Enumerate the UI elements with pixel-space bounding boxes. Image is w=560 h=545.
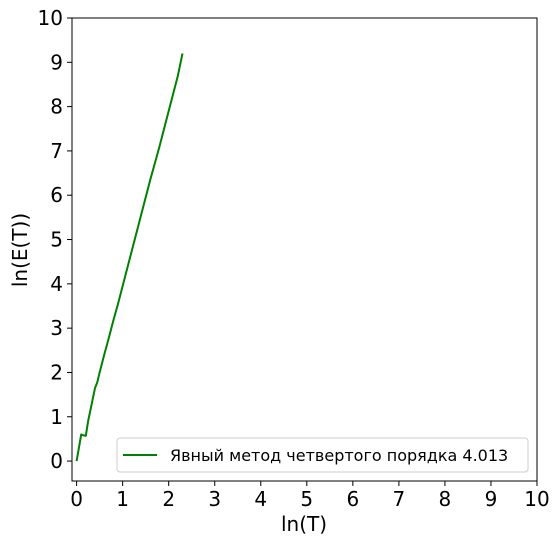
y-tick-label: 1 bbox=[50, 405, 63, 429]
x-tick-label: 2 bbox=[162, 487, 175, 511]
x-tick-label: 9 bbox=[485, 487, 498, 511]
y-tick-label: 3 bbox=[50, 316, 63, 340]
y-tick-label: 4 bbox=[50, 272, 63, 296]
x-tick-label: 5 bbox=[300, 487, 313, 511]
plot-area bbox=[71, 17, 538, 482]
y-tick-label: 0 bbox=[50, 449, 63, 473]
x-tick-label: 3 bbox=[208, 487, 221, 511]
y-tick-label: 9 bbox=[50, 50, 63, 74]
ticks: 0 1 2 3 4 5 6 7 8 9 10 0 1 2 3 4 5 6 7 8 9 10 bbox=[38, 6, 550, 511]
y-tick-label: 7 bbox=[50, 139, 63, 163]
x-tick-label: 4 bbox=[254, 487, 267, 511]
y-tick-label: 10 bbox=[38, 6, 63, 30]
y-tick-label: 2 bbox=[50, 360, 63, 384]
series-layer bbox=[75, 53, 184, 462]
legend: Явный метод четвертого порядка 4.013 bbox=[116, 437, 529, 473]
legend-label: Явный метод четвертого порядка 4.013 bbox=[170, 446, 508, 465]
y-axis-label: ln(E(T)) bbox=[8, 213, 32, 287]
x-tick-label: 8 bbox=[439, 487, 452, 511]
x-tick-label: 6 bbox=[346, 487, 359, 511]
x-tick-label: 0 bbox=[70, 487, 83, 511]
x-tick-label: 1 bbox=[116, 487, 129, 511]
legend-box bbox=[116, 437, 529, 473]
y-tick-label: 8 bbox=[50, 95, 63, 119]
series-line bbox=[75, 53, 184, 462]
x-tick-label: 7 bbox=[393, 487, 406, 511]
x-tick-label: 10 bbox=[524, 487, 549, 511]
y-tick-label: 5 bbox=[50, 228, 63, 252]
y-tick-label: 6 bbox=[50, 183, 63, 207]
x-axis-label: ln(T) bbox=[281, 512, 327, 536]
